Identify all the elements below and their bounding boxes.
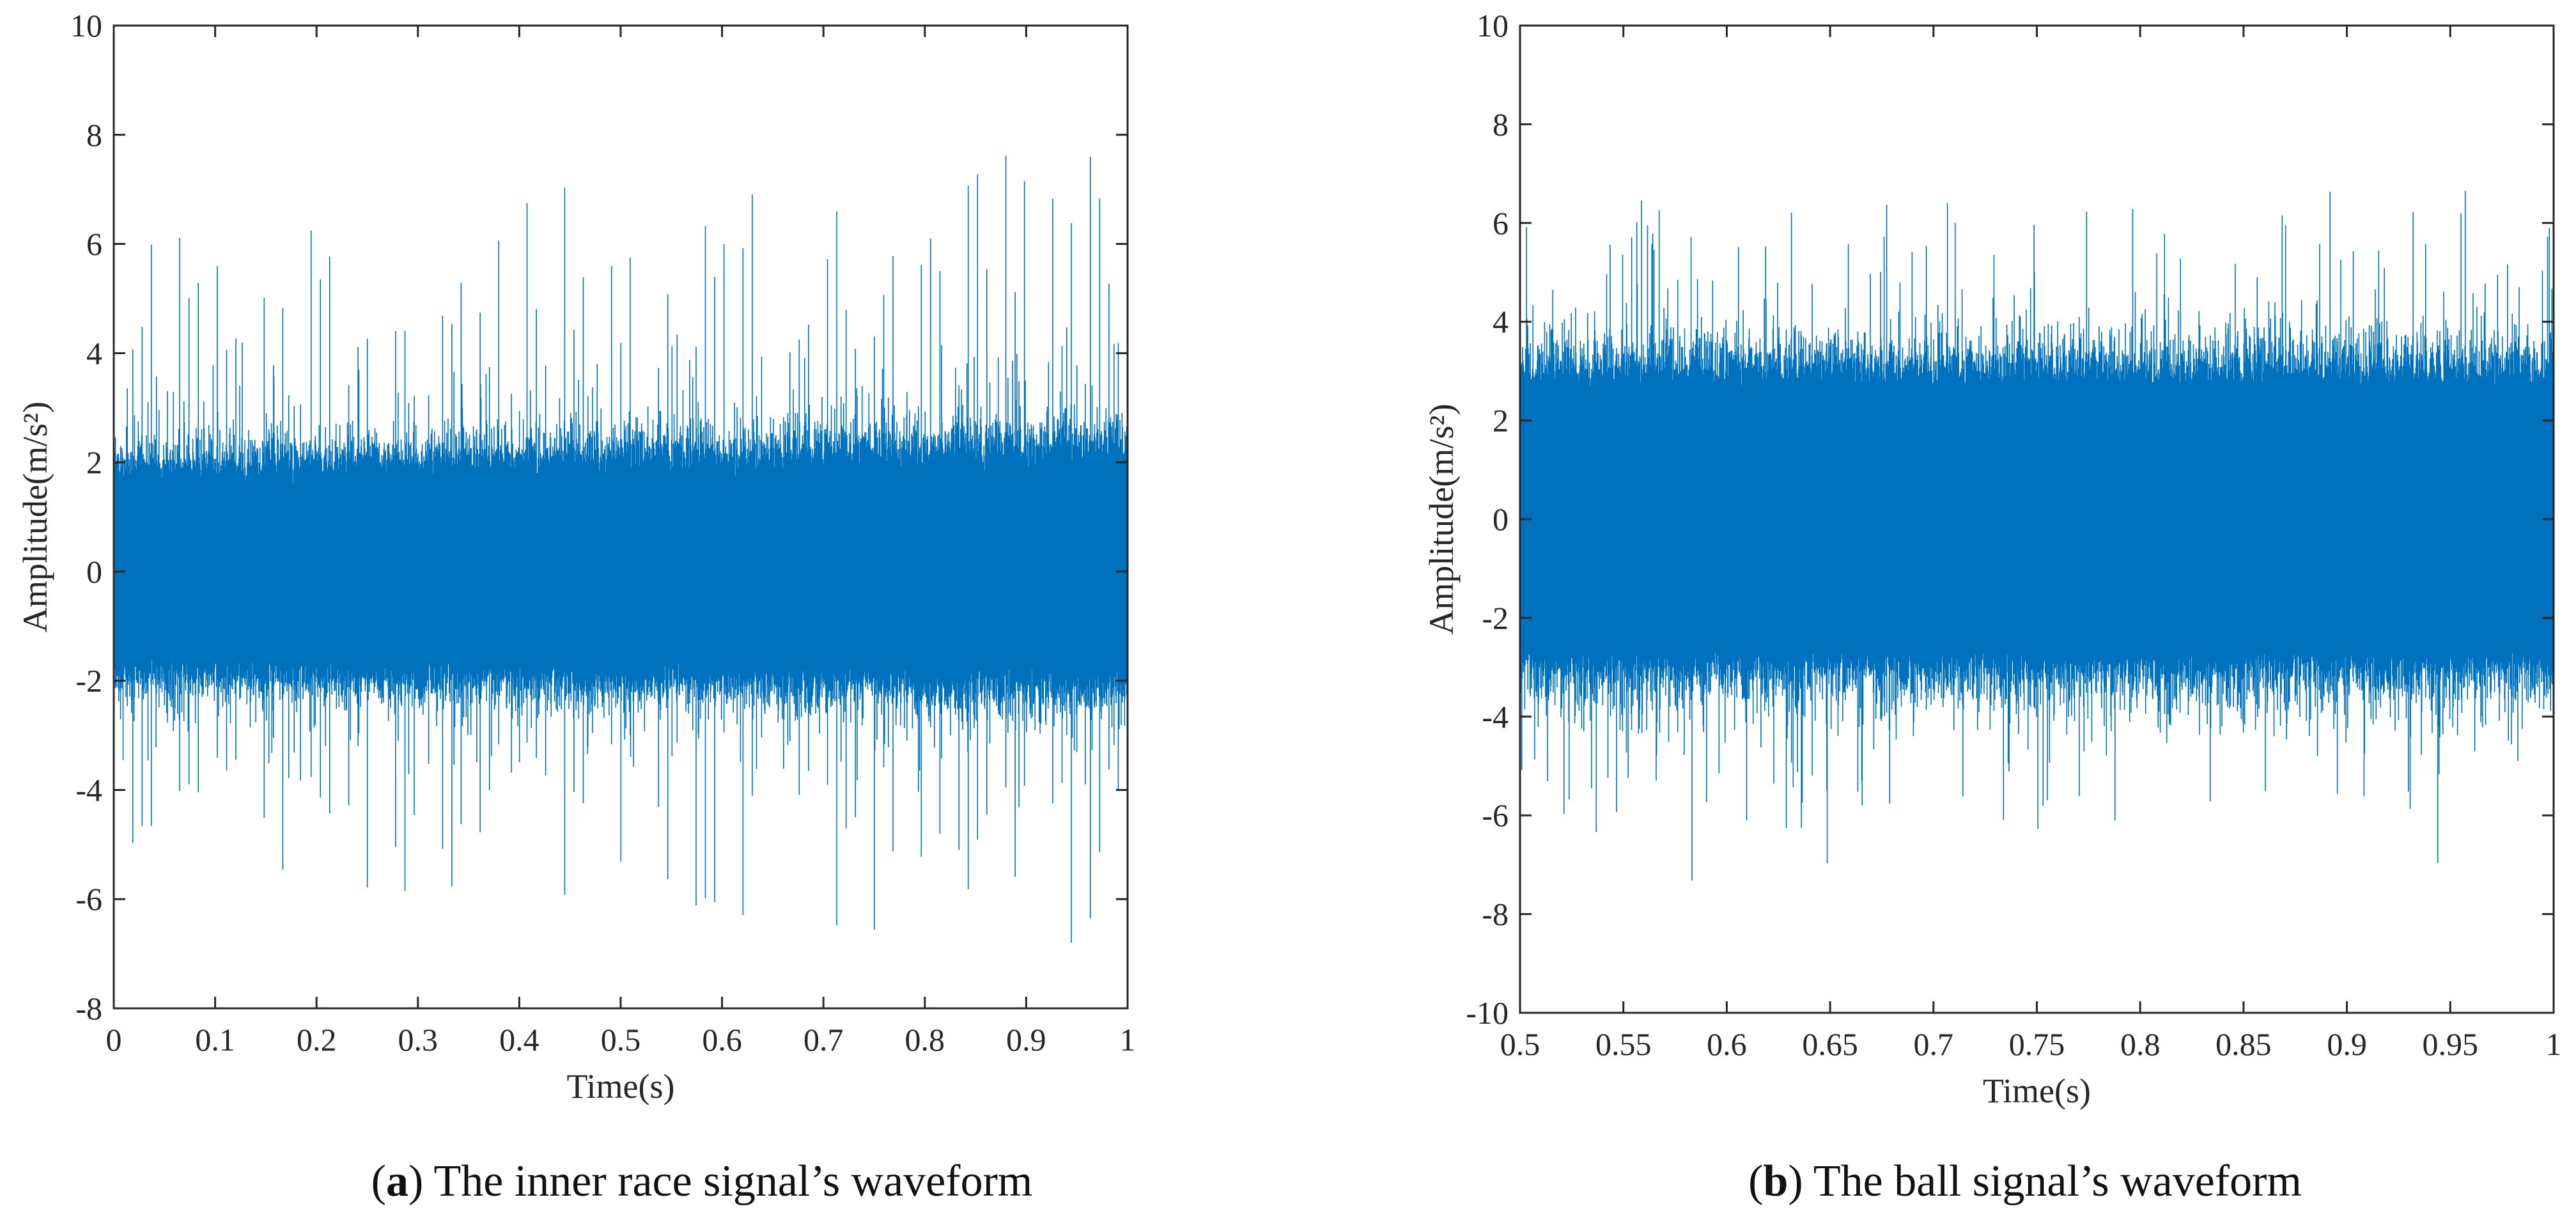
- x-tick-label: 0.6: [1707, 1026, 1747, 1062]
- y-tick-label: -2: [1482, 600, 1509, 636]
- y-tick-label: -4: [75, 772, 102, 808]
- x-axis-label-a: Time(s): [566, 1067, 674, 1106]
- x-tick-label: 0.4: [499, 1022, 539, 1058]
- y-tick-label: 6: [86, 226, 102, 262]
- y-tick-label: 4: [1493, 304, 1509, 340]
- y-tick-label: 10: [70, 8, 102, 43]
- x-axis-label-b: Time(s): [1983, 1072, 2091, 1110]
- y-tick-label: 2: [1493, 403, 1509, 439]
- signal-dense-band: [114, 504, 1128, 639]
- x-tick-label: 0.9: [1006, 1022, 1046, 1058]
- x-tick-label: 0.85: [2215, 1026, 2272, 1062]
- y-tick-label: 4: [86, 335, 102, 371]
- x-tick-label: 0.5: [1500, 1026, 1540, 1062]
- x-tick-label: 0.2: [297, 1022, 337, 1058]
- x-tick-label: 0.7: [803, 1022, 844, 1058]
- signal-dense-band: [1520, 442, 2554, 596]
- axis-ticks-a: 0 0.1 0.2 0.3 0.4 0.5 0.6 0.7 0.8 0.9 1 -8 -6 -4 -2 0 2 4…: [70, 8, 1136, 1058]
- x-tick-label: 0.8: [2120, 1026, 2161, 1062]
- x-tick-label: 0.1: [195, 1022, 235, 1058]
- y-tick-label: 2: [86, 444, 102, 480]
- x-tick-label: 0.3: [398, 1022, 438, 1058]
- caption-b: (b) The ball signal’s waveform: [1748, 1157, 2302, 1206]
- caption-a: (a) The inner race signal’s waveform: [371, 1157, 1033, 1206]
- x-tick-label: 1: [1120, 1022, 1136, 1058]
- y-tick-label: -6: [1482, 797, 1509, 833]
- y-tick-label: -8: [1482, 896, 1509, 932]
- y-tick-label: 8: [86, 117, 102, 153]
- y-tick-label: 0: [86, 554, 102, 590]
- y-tick-label: 8: [1493, 106, 1509, 142]
- x-tick-label: 1: [2546, 1026, 2562, 1062]
- axis-ticks-b: 0.5 0.55 0.6 0.65 0.7 0.75 0.8 0.85 0.9 0.95 1 -10 -…: [1466, 8, 2561, 1062]
- x-tick-label: 0.75: [2009, 1026, 2065, 1062]
- y-tick-label: -4: [1482, 699, 1509, 735]
- y-tick-label: 6: [1493, 205, 1509, 241]
- x-tick-label: 0.9: [2327, 1026, 2367, 1062]
- y-axis-label-a: Amplitude(m/s²): [16, 402, 54, 632]
- ball-signal-waveform: [1519, 191, 2554, 880]
- x-tick-label: 0.6: [702, 1022, 742, 1058]
- x-tick-label: 0.7: [1914, 1026, 1954, 1062]
- chart-ball: 0.5 0.55 0.6 0.65 0.7 0.75 0.8 0.85 0.9 0.95 1 -10 -…: [1422, 8, 2562, 1110]
- inner-race-signal-waveform: [113, 155, 1128, 943]
- chart-inner-race: 0 0.1 0.2 0.3 0.4 0.5 0.6 0.7 0.8 0.9 1 -8 -6 -4 -2 0 2 4…: [16, 8, 1136, 1106]
- y-tick-label: 10: [1477, 8, 1509, 43]
- y-axis-label-b: Amplitude(m/s²): [1422, 403, 1461, 634]
- y-tick-label: -8: [75, 990, 102, 1026]
- x-tick-label: 0.95: [2423, 1026, 2479, 1062]
- y-tick-label: 0: [1493, 501, 1509, 537]
- y-tick-label: -10: [1466, 995, 1509, 1031]
- x-tick-label: 0.65: [1802, 1026, 1858, 1062]
- x-tick-label: 0.8: [905, 1022, 945, 1058]
- x-tick-label: 0.55: [1595, 1026, 1652, 1062]
- x-tick-label: 0.5: [601, 1022, 641, 1058]
- y-tick-label: -2: [75, 663, 102, 699]
- y-tick-label: -6: [75, 881, 102, 917]
- x-tick-label: 0: [106, 1022, 122, 1058]
